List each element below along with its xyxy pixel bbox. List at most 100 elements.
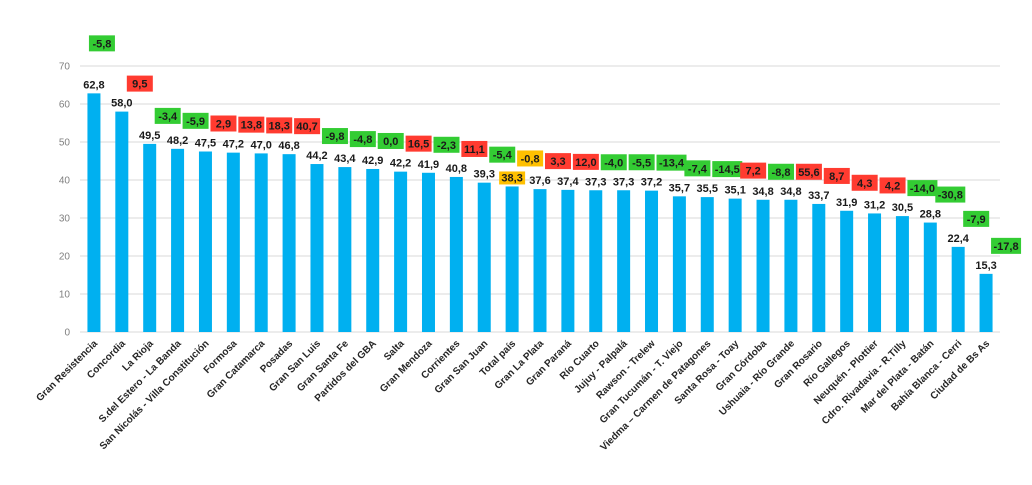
change-badge [712, 161, 743, 178]
bar [645, 190, 659, 332]
bar [589, 190, 603, 332]
change-badge-label: 4,3 [857, 178, 872, 190]
change-badge-label: 7,2 [746, 166, 761, 178]
change-badge-label: 4,2 [885, 180, 900, 192]
y-tick-label: 70 [59, 62, 71, 73]
value-label: 58,0 [111, 98, 132, 110]
change-badge [489, 146, 516, 163]
change-badge [405, 135, 432, 152]
change-badge-label: -17,8 [994, 241, 1019, 253]
bar [868, 213, 882, 332]
bar [533, 189, 547, 332]
change-badge [600, 154, 627, 171]
bar [394, 171, 408, 332]
change-badge [656, 154, 687, 171]
bar [171, 148, 185, 332]
change-badge-label: 13,8 [241, 120, 262, 132]
value-label: 39,3 [474, 169, 495, 181]
bar [728, 198, 742, 332]
change-badge [879, 177, 906, 194]
bar [700, 197, 714, 332]
value-label: 34,8 [752, 186, 773, 198]
value-label: 15,3 [975, 260, 996, 272]
change-badge [182, 112, 209, 129]
change-badge-label: -5,4 [493, 150, 513, 162]
bar [784, 199, 798, 332]
y-tick-label: 20 [59, 252, 71, 263]
y-tick-label: 50 [59, 138, 71, 149]
change-badge-label: -9,8 [325, 131, 344, 143]
change-badge-label: 3,3 [550, 156, 565, 168]
change-badge [154, 107, 181, 124]
value-label: 37,6 [529, 175, 550, 187]
change-badge-label: -3,4 [158, 111, 178, 123]
change-badge-label: -30,8 [938, 190, 963, 202]
value-label: 37,3 [613, 176, 634, 188]
change-badge [740, 162, 767, 179]
change-badge-label: 2,9 [216, 119, 231, 131]
change-badge-label: 55,6 [798, 167, 819, 179]
value-label: 33,7 [808, 190, 829, 202]
value-label: 43,4 [334, 153, 356, 165]
change-badge-label: 0,0 [383, 136, 398, 148]
bar [226, 152, 240, 332]
value-label: 31,9 [836, 197, 857, 209]
value-labels: 62,8 58,0 49,5 48,2 47,5 47,2 47,0 46,8 44,2 43,4… [83, 79, 997, 271]
y-tick-label: 0 [64, 328, 70, 339]
x-tick-label: Salta [382, 338, 407, 363]
value-label: 28,8 [920, 209, 941, 221]
change-badge-label: 40,7 [296, 121, 317, 133]
bar [421, 172, 435, 332]
change-badge-label: -8,8 [772, 167, 791, 179]
change-badge-label: 9,5 [132, 79, 147, 91]
change-badge [684, 160, 711, 177]
value-label: 49,5 [139, 130, 160, 142]
change-badge [991, 237, 1022, 254]
y-tick-label: 60 [59, 100, 71, 111]
bar [561, 189, 575, 332]
change-badge-label: -5,8 [92, 38, 111, 50]
change-badge-label: -5,5 [632, 157, 651, 169]
value-label: 48,2 [167, 135, 188, 147]
value-label: 42,9 [362, 155, 383, 167]
value-label: 37,2 [641, 177, 662, 189]
change-badge [795, 163, 822, 180]
change-badge [768, 163, 795, 180]
change-badge [963, 210, 990, 227]
y-tick-label: 30 [59, 214, 71, 225]
change-badge [321, 128, 348, 145]
value-label: 47,2 [223, 139, 244, 151]
change-badge-label: -2,3 [437, 140, 456, 152]
value-label-highlight [499, 171, 526, 185]
bar [338, 167, 352, 332]
change-badge [907, 180, 938, 197]
change-badge-label: -4,0 [604, 157, 623, 169]
bar [282, 154, 296, 332]
bar [254, 153, 268, 332]
change-badge [238, 116, 265, 133]
y-axis-ticks: 0 10 20 30 40 50 60 70 [59, 62, 71, 339]
change-badge-label: -5,9 [186, 116, 205, 128]
y-tick-label: 10 [59, 290, 71, 301]
change-badge-label: 8,7 [829, 171, 844, 183]
value-label: 42,2 [390, 158, 411, 170]
value-label: 35,1 [724, 185, 745, 197]
change-badge [572, 153, 599, 170]
change-badge [294, 118, 321, 135]
bar [951, 246, 965, 332]
bar [366, 168, 380, 332]
bar [923, 222, 937, 332]
value-label: 47,0 [251, 139, 272, 151]
change-badge [517, 150, 544, 167]
bar [198, 151, 212, 332]
change-badge [210, 115, 237, 132]
value-label: 31,2 [864, 199, 885, 211]
bar [143, 143, 157, 332]
bars [87, 93, 993, 332]
bar [310, 164, 324, 332]
change-badge [266, 117, 293, 134]
bar [895, 216, 909, 332]
value-label: 34,8 [780, 186, 801, 198]
bar [115, 111, 129, 332]
